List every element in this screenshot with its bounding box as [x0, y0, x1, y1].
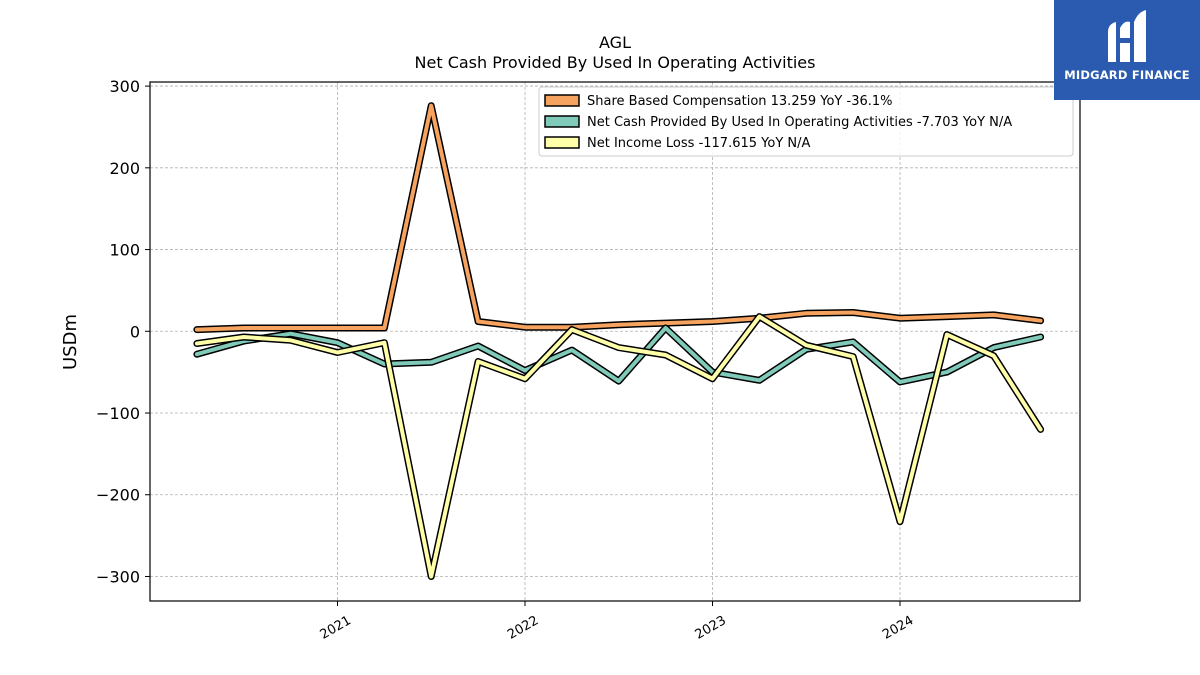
y-tick-label: 300	[109, 77, 140, 96]
data-point	[570, 328, 574, 332]
x-tick-label: 2021	[318, 613, 354, 643]
legend-label-net-cash: Net Cash Provided By Used In Operating A…	[587, 115, 1012, 130]
series-share-based-compensation	[193, 102, 1045, 334]
y-tick-label: 100	[109, 241, 140, 260]
data-point	[382, 341, 386, 345]
legend-swatch-net-income-loss	[544, 136, 580, 149]
chart-subtitle: Net Cash Provided By Used In Operating A…	[415, 53, 816, 72]
data-point	[711, 319, 715, 323]
data-point	[992, 346, 996, 350]
data-point	[664, 353, 668, 357]
data-point	[1039, 427, 1043, 431]
data-point	[898, 380, 902, 384]
data-point	[195, 342, 199, 346]
data-point	[476, 360, 480, 364]
data-point	[570, 348, 574, 352]
data-point	[898, 316, 902, 320]
data-point	[992, 354, 996, 358]
data-point	[195, 328, 199, 332]
data-point	[336, 326, 340, 330]
x-tick-label: 2024	[880, 613, 916, 643]
legend: Share Based Compensation 13.259 YoY -36.…	[538, 86, 1074, 157]
data-point	[289, 338, 293, 342]
data-point	[664, 326, 668, 330]
series-line	[194, 326, 1043, 384]
series-layer	[193, 102, 1045, 580]
data-point	[804, 343, 808, 347]
data-point	[945, 315, 949, 319]
legend-label-share-based-compensation: Share Based Compensation 13.259 YoY -36.…	[587, 94, 893, 109]
data-point	[617, 379, 621, 383]
data-point	[711, 377, 715, 381]
data-point	[523, 325, 527, 329]
data-point	[476, 319, 480, 323]
series-line	[194, 314, 1043, 579]
data-point	[898, 520, 902, 524]
legend-swatch-share-based-compensation	[544, 94, 580, 107]
data-point	[945, 333, 949, 337]
logo-text: MIDGARD FINANCE	[1064, 68, 1190, 82]
legend-label-net-income-loss: Net Income Loss -117.615 YoY N/A	[587, 136, 810, 151]
data-point	[804, 311, 808, 315]
data-point	[429, 574, 433, 578]
data-point	[476, 344, 480, 348]
midgard-logo-icon	[1108, 10, 1146, 63]
y-tick-label: 0	[130, 322, 140, 341]
data-point	[523, 377, 527, 381]
y-tick-label: −300	[96, 567, 140, 586]
chart-title: AGL	[599, 33, 631, 52]
data-point	[757, 378, 761, 382]
data-point	[382, 326, 386, 330]
data-point	[992, 313, 996, 317]
data-point	[945, 370, 949, 374]
series-outline	[193, 324, 1045, 386]
midgard-finance-logo: MIDGARD FINANCE	[1054, 0, 1200, 100]
data-point	[336, 341, 340, 345]
series-outline	[193, 313, 1045, 580]
data-point	[242, 335, 246, 339]
y-tick-label: −200	[96, 486, 140, 505]
data-point	[336, 351, 340, 355]
data-point	[1039, 335, 1043, 339]
data-point	[289, 326, 293, 330]
x-tick-label: 2022	[505, 613, 541, 643]
data-point	[617, 323, 621, 327]
plot-frame	[149, 81, 1081, 602]
data-point	[851, 340, 855, 344]
series-net-cash-provided-by-used-in-operating-activities	[193, 324, 1045, 386]
data-point	[523, 369, 527, 373]
y-tick-label: 200	[109, 159, 140, 178]
y-axis-label: USDm	[60, 314, 81, 370]
data-point	[1039, 319, 1043, 323]
data-point	[757, 315, 761, 319]
x-tick-label: 2023	[693, 613, 729, 643]
series-line	[194, 103, 1043, 332]
data-point	[851, 355, 855, 359]
data-point	[242, 326, 246, 330]
data-point	[289, 332, 293, 336]
data-point	[195, 352, 199, 356]
series-net-income-loss	[193, 313, 1045, 580]
y-tick-label: −100	[96, 404, 140, 423]
legend-box	[538, 86, 1074, 157]
legend-swatch-net-cash	[544, 115, 580, 128]
data-point	[851, 310, 855, 314]
data-point	[429, 104, 433, 108]
data-point	[429, 360, 433, 364]
data-point	[617, 346, 621, 350]
